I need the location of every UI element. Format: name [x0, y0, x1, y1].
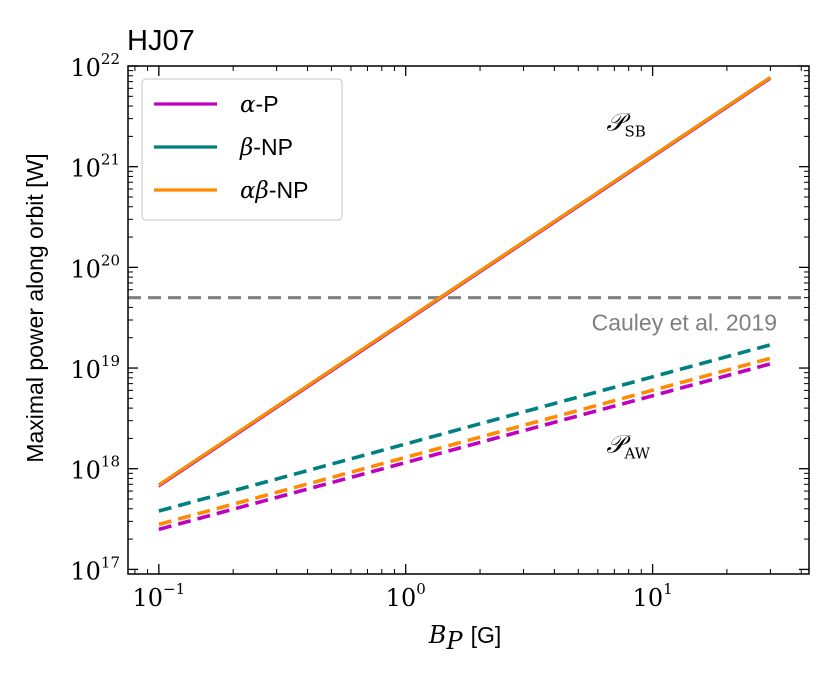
axes-frame: [127, 65, 810, 575]
plot-area: 10−1 100 101101710181019102010211022Cauley…: [70, 50, 810, 612]
annotation-subscript: AW: [623, 444, 650, 462]
x-tick-label: 10−1: [133, 580, 186, 612]
x-axis-label: BP [G]: [428, 621, 501, 655]
data-layer: [128, 76, 809, 532]
y-tick-label-base: 10: [70, 255, 101, 283]
y-tick-label: 1019: [70, 352, 120, 384]
y-axis-label: Maximal power along orbit [W]: [22, 153, 48, 462]
y-tick-label-exponent: 22: [101, 50, 120, 68]
y-tick-label-base: 10: [70, 557, 101, 585]
series-line-aw-αP: [158, 362, 771, 532]
x-tick-label-exponent: 0: [416, 580, 426, 598]
chart-title: HJ07: [127, 25, 195, 57]
legend-label-text: -NP: [253, 134, 293, 160]
legend-label-symbol: αβ: [240, 178, 269, 204]
y-tick-label: 1017: [70, 553, 120, 585]
legend-label: β-NP: [239, 134, 293, 161]
y-tick-label-exponent: 19: [101, 352, 120, 370]
series-line-sb-αβNP: [157, 76, 772, 487]
y-tick-label: 1021: [70, 151, 120, 183]
annotation-sb: 𝒫SB: [606, 107, 645, 140]
x-axis-label-symbol: B: [428, 621, 447, 649]
x-tick-label-base: 10: [386, 584, 417, 612]
annotation-subscript: SB: [624, 122, 645, 140]
x-tick-label-base: 10: [633, 584, 664, 612]
x-axis-label-subscript: P: [445, 627, 463, 655]
x-tick-label-exponent: −1: [163, 580, 185, 598]
y-tick-label-exponent: 17: [101, 553, 120, 571]
series-line-aw-αβNP: [158, 356, 771, 527]
x-axis-label-unit: [G]: [471, 622, 502, 648]
y-tick-label-exponent: 20: [101, 251, 120, 269]
y-tick-label: 1020: [70, 251, 120, 283]
x-tick-label-base: 10: [133, 584, 164, 612]
annotation-aw: 𝒫AW: [606, 429, 650, 462]
legend-label: αβ-NP: [240, 177, 308, 204]
y-tick-label-base: 10: [70, 155, 101, 183]
legend-label-text: -P: [256, 91, 279, 117]
y-tick-label-exponent: 18: [101, 453, 120, 471]
y-tick-label-base: 10: [70, 457, 101, 485]
legend-label-symbol: α: [240, 92, 256, 118]
y-tick-label-base: 10: [70, 54, 101, 82]
legend-label-symbol: β: [239, 135, 253, 161]
series-line-aw-βNP: [158, 343, 771, 513]
x-tick-label: 101: [633, 580, 673, 612]
x-tick-label: 100: [386, 580, 426, 612]
y-tick-label-exponent: 21: [101, 151, 120, 169]
legend-box: [141, 78, 343, 221]
x-tick-label-exponent: 1: [663, 580, 673, 598]
reference-line-label: Cauley et al. 2019: [592, 310, 777, 336]
legend-label: α-P: [240, 91, 279, 118]
y-tick-label-base: 10: [70, 356, 101, 384]
y-tick-label: 1018: [70, 453, 120, 485]
y-tick-label: 1022: [70, 50, 120, 82]
legend-label-text: -NP: [269, 177, 309, 203]
